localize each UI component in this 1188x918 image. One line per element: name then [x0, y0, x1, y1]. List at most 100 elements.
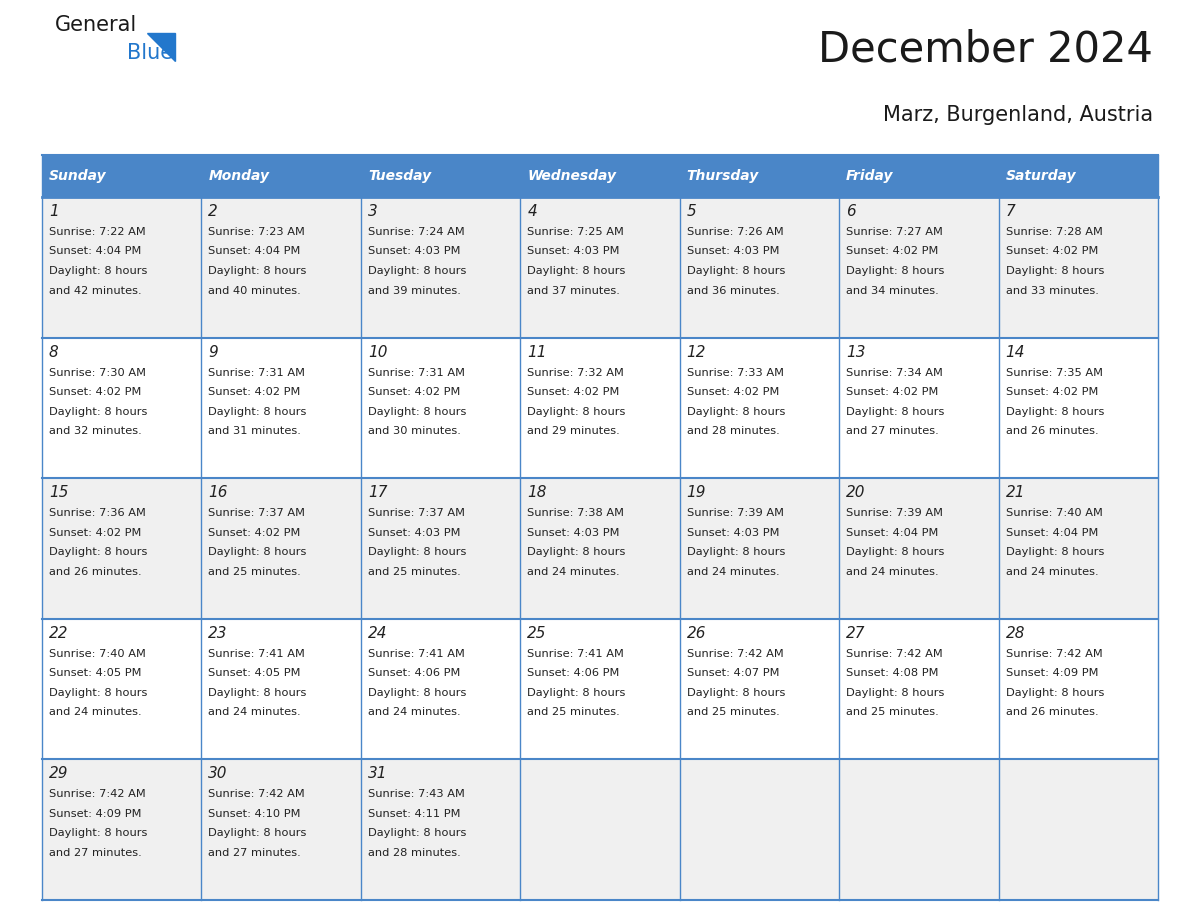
Text: 6: 6 [846, 204, 855, 219]
Text: Daylight: 8 hours: Daylight: 8 hours [49, 688, 147, 698]
Bar [361, 197, 520, 338]
Bar [42, 197, 202, 338]
Text: Sunrise: 7:25 AM: Sunrise: 7:25 AM [527, 227, 624, 237]
Text: Sunset: 4:04 PM: Sunset: 4:04 PM [49, 247, 141, 256]
Text: 23: 23 [208, 626, 228, 641]
Bar [680, 338, 839, 478]
Text: 29: 29 [49, 767, 69, 781]
Text: Sunset: 4:03 PM: Sunset: 4:03 PM [368, 247, 461, 256]
Text: and 26 minutes.: and 26 minutes. [49, 566, 141, 577]
Text: General: General [55, 15, 138, 35]
Text: Sunrise: 7:43 AM: Sunrise: 7:43 AM [368, 789, 465, 800]
Text: Sunrise: 7:28 AM: Sunrise: 7:28 AM [1005, 227, 1102, 237]
Text: and 27 minutes.: and 27 minutes. [846, 426, 939, 436]
Text: Sunrise: 7:40 AM: Sunrise: 7:40 AM [49, 649, 146, 659]
Bar [42, 759, 202, 900]
Text: Sunrise: 7:34 AM: Sunrise: 7:34 AM [846, 367, 943, 377]
Text: 14: 14 [1005, 344, 1025, 360]
Text: Sunrise: 7:30 AM: Sunrise: 7:30 AM [49, 367, 146, 377]
Bar [999, 759, 1158, 900]
Text: Daylight: 8 hours: Daylight: 8 hours [687, 547, 785, 557]
Text: Daylight: 8 hours: Daylight: 8 hours [49, 828, 147, 838]
Text: Daylight: 8 hours: Daylight: 8 hours [49, 266, 147, 276]
Text: and 32 minutes.: and 32 minutes. [49, 426, 141, 436]
Text: and 28 minutes.: and 28 minutes. [368, 848, 461, 858]
Text: and 24 minutes.: and 24 minutes. [687, 566, 779, 577]
Text: Sunset: 4:09 PM: Sunset: 4:09 PM [49, 809, 141, 819]
Text: Daylight: 8 hours: Daylight: 8 hours [49, 407, 147, 417]
Text: Sunset: 4:04 PM: Sunset: 4:04 PM [846, 528, 939, 538]
Bar [361, 338, 520, 478]
Text: Daylight: 8 hours: Daylight: 8 hours [208, 688, 307, 698]
Bar [202, 197, 361, 338]
Text: Sunrise: 7:42 AM: Sunrise: 7:42 AM [687, 649, 783, 659]
Bar [42, 338, 202, 478]
Text: Sunset: 4:04 PM: Sunset: 4:04 PM [1005, 528, 1098, 538]
Text: Daylight: 8 hours: Daylight: 8 hours [846, 407, 944, 417]
Text: Sunrise: 7:24 AM: Sunrise: 7:24 AM [368, 227, 465, 237]
Text: Sunset: 4:06 PM: Sunset: 4:06 PM [527, 668, 620, 678]
Bar [361, 619, 520, 759]
Text: Daylight: 8 hours: Daylight: 8 hours [368, 828, 466, 838]
Text: Sunset: 4:03 PM: Sunset: 4:03 PM [368, 528, 461, 538]
Text: Sunset: 4:03 PM: Sunset: 4:03 PM [687, 528, 779, 538]
Text: 9: 9 [208, 344, 219, 360]
Text: Monday: Monday [208, 169, 270, 183]
Text: 3: 3 [368, 204, 378, 219]
Bar [839, 619, 999, 759]
Bar [520, 759, 680, 900]
Bar [839, 478, 999, 619]
Text: 8: 8 [49, 344, 58, 360]
Text: Daylight: 8 hours: Daylight: 8 hours [846, 547, 944, 557]
Text: Friday: Friday [846, 169, 893, 183]
Text: and 24 minutes.: and 24 minutes. [208, 707, 301, 717]
Text: 13: 13 [846, 344, 866, 360]
Bar [680, 759, 839, 900]
Text: Daylight: 8 hours: Daylight: 8 hours [527, 547, 626, 557]
Text: Sunset: 4:02 PM: Sunset: 4:02 PM [1005, 387, 1098, 397]
Text: Sunrise: 7:27 AM: Sunrise: 7:27 AM [846, 227, 943, 237]
Text: and 27 minutes.: and 27 minutes. [208, 848, 302, 858]
Text: 20: 20 [846, 486, 866, 500]
Text: Sunrise: 7:37 AM: Sunrise: 7:37 AM [208, 509, 305, 518]
Text: 1: 1 [49, 204, 58, 219]
Text: 26: 26 [687, 626, 706, 641]
Text: Sunset: 4:03 PM: Sunset: 4:03 PM [527, 247, 620, 256]
Text: Sunset: 4:04 PM: Sunset: 4:04 PM [208, 247, 301, 256]
Text: Sunset: 4:02 PM: Sunset: 4:02 PM [368, 387, 460, 397]
Text: Daylight: 8 hours: Daylight: 8 hours [687, 407, 785, 417]
Text: Daylight: 8 hours: Daylight: 8 hours [527, 407, 626, 417]
Bar [680, 619, 839, 759]
Text: Sunrise: 7:38 AM: Sunrise: 7:38 AM [527, 509, 624, 518]
Text: Daylight: 8 hours: Daylight: 8 hours [846, 688, 944, 698]
Text: Marz, Burgenland, Austria: Marz, Burgenland, Austria [883, 105, 1154, 125]
Text: and 24 minutes.: and 24 minutes. [846, 566, 939, 577]
Text: and 37 minutes.: and 37 minutes. [527, 285, 620, 296]
Text: and 24 minutes.: and 24 minutes. [527, 566, 620, 577]
Text: and 40 minutes.: and 40 minutes. [208, 285, 302, 296]
Text: 27: 27 [846, 626, 866, 641]
Text: and 24 minutes.: and 24 minutes. [49, 707, 141, 717]
Text: and 26 minutes.: and 26 minutes. [1005, 707, 1098, 717]
Text: 2: 2 [208, 204, 219, 219]
Text: and 33 minutes.: and 33 minutes. [1005, 285, 1099, 296]
Text: Sunrise: 7:35 AM: Sunrise: 7:35 AM [1005, 367, 1102, 377]
Text: and 25 minutes.: and 25 minutes. [846, 707, 939, 717]
Text: Sunset: 4:06 PM: Sunset: 4:06 PM [368, 668, 460, 678]
Text: 31: 31 [368, 767, 387, 781]
Text: Sunset: 4:02 PM: Sunset: 4:02 PM [208, 387, 301, 397]
Text: Daylight: 8 hours: Daylight: 8 hours [368, 407, 466, 417]
Text: and 31 minutes.: and 31 minutes. [208, 426, 302, 436]
Bar [202, 619, 361, 759]
Bar [520, 197, 680, 338]
Bar [839, 759, 999, 900]
Text: and 27 minutes.: and 27 minutes. [49, 848, 141, 858]
Text: Sunrise: 7:31 AM: Sunrise: 7:31 AM [368, 367, 465, 377]
Text: Sunrise: 7:36 AM: Sunrise: 7:36 AM [49, 509, 146, 518]
Text: Sunrise: 7:26 AM: Sunrise: 7:26 AM [687, 227, 783, 237]
Text: Sunset: 4:02 PM: Sunset: 4:02 PM [687, 387, 779, 397]
Text: 17: 17 [368, 486, 387, 500]
Text: Sunrise: 7:32 AM: Sunrise: 7:32 AM [527, 367, 624, 377]
Bar [520, 338, 680, 478]
Text: Sunset: 4:10 PM: Sunset: 4:10 PM [208, 809, 301, 819]
